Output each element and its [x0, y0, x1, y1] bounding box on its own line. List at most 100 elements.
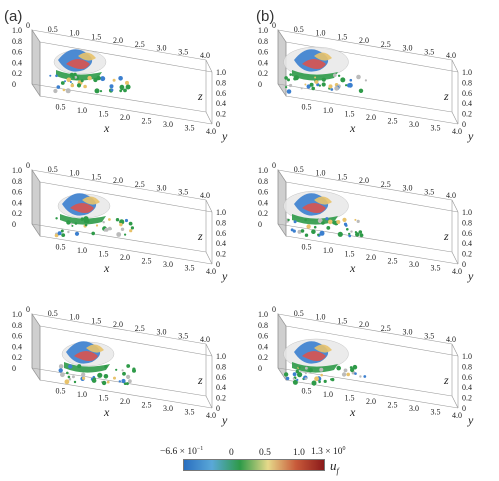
particle [115, 218, 120, 222]
particle [283, 372, 289, 377]
particle [287, 78, 290, 82]
particle [74, 75, 78, 79]
x-tick: 3.5 [431, 124, 441, 133]
particle [286, 89, 292, 94]
particle [101, 380, 107, 386]
particle [130, 226, 134, 230]
box-edge [31, 29, 207, 61]
colorbar [183, 459, 325, 471]
y-tick: 0.8 [216, 78, 226, 87]
z-tick: 0.6 [12, 48, 22, 57]
y-tick: 0.6 [216, 373, 226, 382]
particle [304, 377, 308, 380]
particle [356, 74, 361, 80]
particle [124, 218, 129, 223]
particle [55, 217, 58, 220]
particle [121, 378, 126, 384]
y-tick: 0.6 [462, 373, 472, 382]
box-edge [205, 395, 213, 409]
y-tick: 0.2 [216, 394, 226, 403]
z-tick: 0.8 [258, 321, 268, 330]
particle [76, 83, 82, 88]
z-tick: 1.0 [12, 310, 22, 319]
y-axis-label: y [467, 129, 474, 143]
vortex-core-yellow [78, 52, 96, 61]
box-edge [31, 367, 41, 381]
y-tick: 0.4 [216, 99, 226, 108]
particle [132, 368, 136, 373]
particle [284, 76, 288, 80]
x-tick: 3.5 [185, 408, 195, 417]
x-tick-top: 1.0 [70, 313, 80, 322]
x-tick: 4.0 [206, 411, 216, 420]
particle [349, 366, 353, 369]
particle [58, 364, 64, 369]
x-tick: 1.5 [99, 250, 109, 259]
particle [64, 379, 70, 385]
z-axis-label: z [197, 89, 203, 103]
particle [321, 82, 326, 87]
z-tick: 0.2 [12, 353, 22, 362]
x-tick: 2.0 [120, 113, 130, 122]
z-tick: 0 [12, 364, 16, 373]
x-tick-top: 1.5 [91, 32, 101, 41]
x-tick: 1.0 [77, 246, 87, 255]
colorbar-tick-1-0: 1.0 [293, 448, 305, 458]
particle [334, 86, 339, 91]
particle [328, 84, 333, 89]
y-tick: 1.0 [462, 68, 472, 77]
box-edge [205, 343, 213, 357]
particle [91, 231, 95, 236]
y-tick: 1.0 [216, 352, 226, 361]
particle [65, 88, 71, 94]
x-tick: 2.5 [142, 117, 152, 126]
particle [122, 371, 126, 376]
particle [83, 84, 87, 89]
particle [127, 379, 132, 384]
x-tick: 3.0 [409, 260, 419, 269]
particle [321, 77, 326, 82]
vortex-core-yellow [314, 52, 332, 61]
x-tick: 2.5 [388, 401, 398, 410]
y-axis-label: y [221, 269, 228, 283]
x-tick-top: 0.5 [48, 309, 58, 318]
particle [103, 374, 109, 379]
colorbar-tick-0: 0 [229, 448, 234, 458]
x-tick-top: 3.5 [178, 331, 188, 340]
particle [96, 75, 101, 81]
particle [318, 84, 321, 87]
x-tick-top: 4.0 [446, 51, 456, 60]
x-axis-label: x [103, 405, 110, 419]
x-tick-top: 3.5 [178, 187, 188, 196]
particle [125, 80, 129, 85]
particle [118, 380, 122, 383]
y-tick: 0.4 [216, 383, 226, 392]
z-tick: 0.8 [12, 37, 22, 46]
particle [66, 220, 71, 225]
box-edge [451, 343, 459, 357]
y-tick: 1.0 [462, 352, 472, 361]
x-tick-top: 0 [26, 21, 30, 30]
particle [309, 82, 314, 87]
particle [119, 89, 123, 93]
box-edge [39, 95, 213, 125]
particle [292, 379, 298, 385]
vortex-core-red [302, 203, 326, 213]
box-edge [277, 29, 453, 61]
vortex-core-green [64, 362, 110, 373]
particle [320, 373, 323, 377]
box-edge [285, 325, 459, 357]
z-tick: 1.0 [12, 166, 22, 175]
particle [333, 73, 337, 77]
particle [87, 75, 92, 81]
box-edge [277, 313, 287, 327]
particle [69, 81, 72, 83]
box-edge [277, 223, 453, 253]
colorbar-tick-max: 1.3 × 100 [311, 446, 346, 458]
particle [359, 233, 364, 238]
particle [349, 78, 353, 82]
y-tick: 0.6 [462, 89, 472, 98]
y-tick: 0.2 [216, 110, 226, 119]
y-tick: 0.2 [462, 110, 472, 119]
x-axis-label: x [349, 405, 356, 419]
